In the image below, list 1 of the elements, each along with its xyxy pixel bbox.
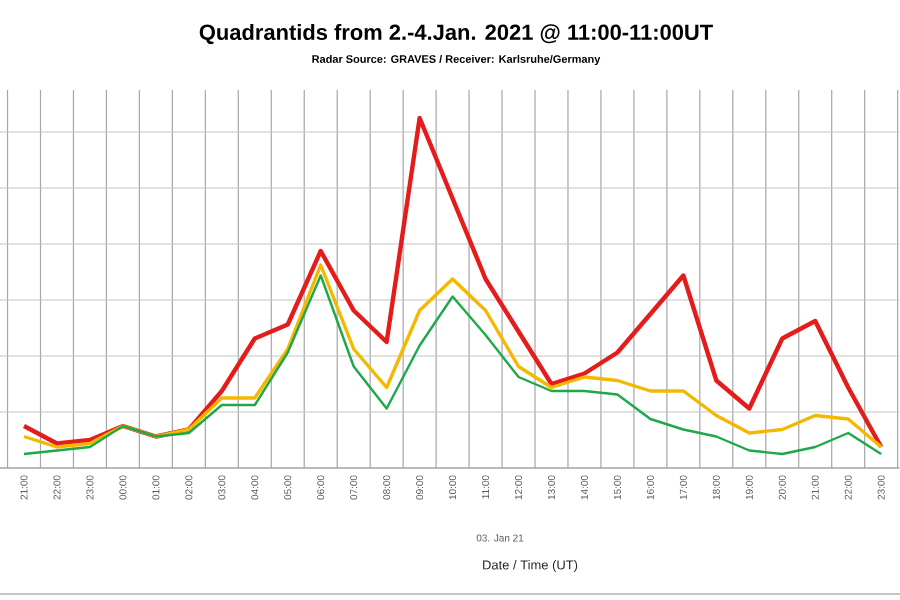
chart-title: Quadrantids from 2.-4.Jan. 2021 @ 11:00-11:00UT (199, 23, 713, 45)
